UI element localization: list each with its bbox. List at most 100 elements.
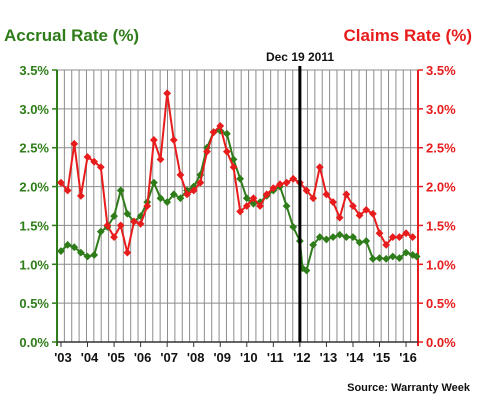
right-tick-label: 0.0% xyxy=(426,335,456,350)
data-point xyxy=(242,194,251,203)
data-point xyxy=(156,155,165,164)
data-point xyxy=(209,128,218,137)
right-axis-ticks: 0.0% 0.5% 1.0% 1.5% 2.0% 2.5% 3.0% 3.5% xyxy=(418,63,456,350)
x-tick-label: '14 xyxy=(346,350,364,365)
data-point xyxy=(309,240,318,249)
left-tick-label: 2.5% xyxy=(19,141,49,156)
x-tick-label: '06 xyxy=(134,350,152,365)
x-tick-label: '13 xyxy=(320,350,338,365)
data-point xyxy=(96,163,105,172)
data-point xyxy=(249,199,258,208)
data-point xyxy=(222,129,231,138)
left-tick-label: 1.5% xyxy=(19,218,49,233)
right-tick-label: 3.5% xyxy=(426,63,456,78)
right-tick-label: 0.5% xyxy=(426,296,456,311)
right-tick-label: 3.0% xyxy=(426,102,456,117)
data-point xyxy=(63,240,72,249)
data-point xyxy=(402,248,410,257)
data-point xyxy=(329,198,337,207)
data-point xyxy=(408,233,417,241)
right-tick-label: 2.5% xyxy=(426,141,456,156)
data-point xyxy=(249,194,258,203)
x-tick-label: '09 xyxy=(213,350,231,365)
data-point xyxy=(176,194,185,203)
left-tick-label: 1.0% xyxy=(19,257,49,272)
x-tick-label: '05 xyxy=(107,350,125,365)
x-tick-label: '10 xyxy=(240,350,258,365)
data-point xyxy=(149,178,158,187)
data-point xyxy=(83,252,92,261)
axes xyxy=(56,70,419,346)
data-point xyxy=(395,254,404,262)
data-point xyxy=(90,157,99,166)
data-point xyxy=(302,266,311,275)
x-tick-label: '11 xyxy=(267,350,284,365)
x-tick-label: '04 xyxy=(81,350,99,365)
x-tick-label: '15 xyxy=(373,350,391,365)
data-point xyxy=(236,207,245,216)
x-tick-label: '07 xyxy=(160,350,178,365)
data-point xyxy=(196,178,205,187)
data-point xyxy=(362,237,371,245)
data-point xyxy=(169,136,178,144)
data-point xyxy=(309,194,318,203)
data-point xyxy=(136,219,145,228)
data-point xyxy=(368,209,377,218)
data-point xyxy=(169,190,178,199)
data-point xyxy=(412,252,421,261)
grid-lines xyxy=(57,69,418,342)
data-point xyxy=(116,186,125,195)
data-point xyxy=(388,252,397,261)
data-point xyxy=(236,174,245,183)
data-point xyxy=(123,248,132,257)
series-claims-rate xyxy=(57,89,417,257)
data-point xyxy=(103,221,112,230)
data-point xyxy=(315,233,324,241)
data-point xyxy=(382,240,391,249)
data-point xyxy=(110,212,118,221)
data-point xyxy=(229,163,238,172)
data-point xyxy=(335,230,344,239)
data-point xyxy=(322,190,331,199)
right-tick-label: 1.0% xyxy=(426,257,456,272)
data-point xyxy=(83,153,92,161)
data-point xyxy=(315,163,324,172)
data-point xyxy=(203,147,211,156)
data-point xyxy=(123,209,132,218)
data-point xyxy=(216,122,225,130)
data-point xyxy=(368,254,377,263)
data-point xyxy=(276,180,284,189)
data-point xyxy=(76,248,85,257)
x-tick-label: '08 xyxy=(187,350,205,365)
data-point xyxy=(156,194,165,203)
data-point xyxy=(176,171,185,179)
data-point xyxy=(382,254,391,263)
data-point xyxy=(329,233,337,241)
plot-area xyxy=(56,69,419,343)
right-tick-label: 2.0% xyxy=(426,180,456,195)
data-point xyxy=(388,233,397,241)
data-point xyxy=(355,238,364,247)
data-point xyxy=(70,243,79,252)
data-point xyxy=(90,251,99,259)
left-axis-title: Accrual Rate (%) xyxy=(4,26,140,45)
source-note: Source: Warranty Week xyxy=(347,382,470,394)
data-point xyxy=(143,202,152,210)
data-point xyxy=(110,233,118,241)
data-point xyxy=(282,178,291,187)
data-point xyxy=(269,184,278,193)
data-point xyxy=(335,213,344,222)
event-marker-label: Dec 19 2011 xyxy=(265,50,335,64)
data-point xyxy=(355,211,364,220)
data-point xyxy=(242,202,251,210)
data-point xyxy=(63,186,72,195)
right-tick-label: 1.5% xyxy=(426,218,456,233)
data-point xyxy=(402,229,410,238)
data-point xyxy=(342,190,351,199)
data-point xyxy=(349,233,357,241)
series-layer xyxy=(57,89,421,275)
data-point xyxy=(289,223,298,231)
data-point xyxy=(163,198,172,207)
data-point xyxy=(342,233,351,241)
